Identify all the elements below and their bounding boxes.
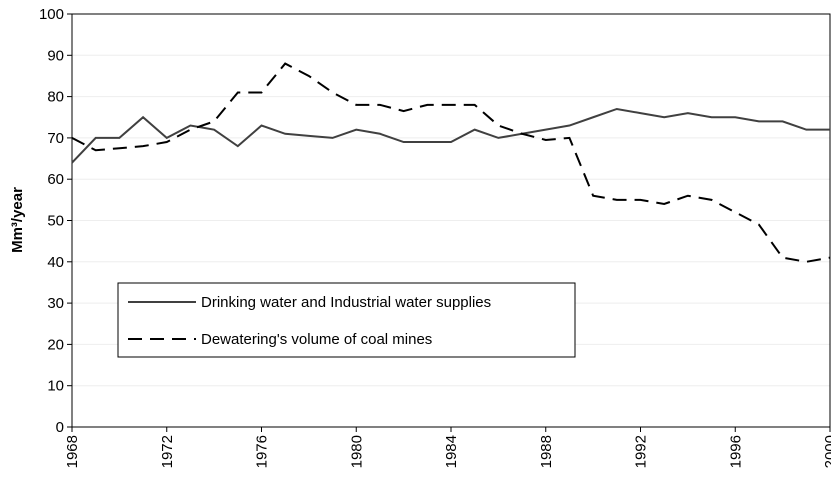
x-tick-label: 2000: [822, 435, 831, 468]
x-tick-label: 1980: [348, 435, 365, 468]
y-tick-label: 90: [47, 47, 64, 64]
y-tick-label: 50: [47, 213, 64, 230]
data-line: [71, 62, 831, 263]
y-tick-label: 20: [47, 336, 64, 353]
y-tick-label: 100: [39, 6, 64, 23]
legend-box: [117, 282, 576, 358]
legend-label: Drinking water and Industrial water supp…: [201, 294, 491, 311]
data-line: [71, 107, 830, 164]
y-tick-label: 0: [56, 419, 64, 436]
y-tick-label: 60: [47, 171, 64, 188]
legend-label: Dewatering's volume of coal mines: [201, 331, 432, 348]
x-tick-label: 1968: [64, 435, 81, 468]
x-tick-label: 1984: [443, 435, 460, 468]
x-tick-label: 1972: [159, 435, 176, 468]
y-tick-label: 40: [47, 254, 64, 271]
y-tick-label: 30: [47, 295, 64, 312]
plot-frame: [71, 13, 831, 428]
y-tick-label: 80: [47, 89, 64, 106]
x-tick-label: 1992: [633, 435, 650, 468]
y-tick-label: 70: [47, 130, 64, 147]
y-tick-label: 10: [47, 378, 64, 395]
y-axis-label: Mm³/year: [9, 187, 26, 253]
x-tick-label: 1976: [254, 435, 271, 468]
x-tick-label: 1996: [727, 435, 744, 468]
x-tick-label: 1988: [538, 435, 555, 468]
